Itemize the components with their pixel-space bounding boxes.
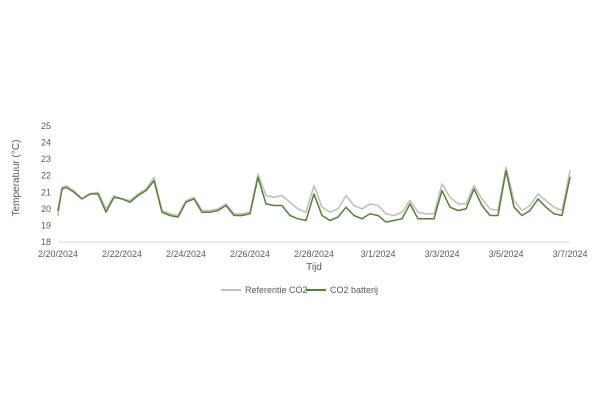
x-axis-ticks: 2/20/2024 2/22/2024 2/24/2024 2/26/2024 2/28…: [38, 249, 588, 259]
legend: Referentie CO2 CO2 batterij: [221, 285, 378, 295]
y-tick-label: 20: [41, 204, 51, 214]
y-tick-label: 21: [41, 187, 51, 197]
y-tick-label: 22: [41, 171, 51, 181]
y-axis-ticks: 18 19 20 21 22 23 24 25: [41, 121, 51, 247]
x-tick-label: 2/20/2024: [38, 249, 78, 259]
y-tick-label: 24: [41, 138, 51, 148]
series-line-referentie-co2: [57, 166, 571, 217]
y-tick-label: 19: [41, 220, 51, 230]
y-tick-label: 25: [41, 121, 51, 131]
legend-label-referentie: Referentie CO2: [245, 285, 308, 295]
x-tick-label: 2/28/2024: [294, 249, 334, 259]
y-tick-label: 23: [41, 154, 51, 164]
y-tick-label: 18: [41, 237, 51, 247]
x-axis-title: Tijd: [306, 262, 322, 273]
series-line-co2-batterij: [57, 169, 571, 223]
y-axis-title: Temperatuur (°C): [11, 140, 22, 217]
x-tick-label: 3/5/2024: [488, 249, 523, 259]
series-lines: [57, 166, 571, 223]
legend-label-co2-batterij: CO2 batterij: [330, 285, 378, 295]
x-tick-label: 3/3/2024: [424, 249, 459, 259]
x-tick-label: 2/26/2024: [230, 249, 270, 259]
x-tick-label: 3/1/2024: [360, 249, 395, 259]
x-tick-label: 3/7/2024: [552, 249, 587, 259]
x-tick-label: 2/22/2024: [102, 249, 142, 259]
x-tick-label: 2/24/2024: [166, 249, 206, 259]
